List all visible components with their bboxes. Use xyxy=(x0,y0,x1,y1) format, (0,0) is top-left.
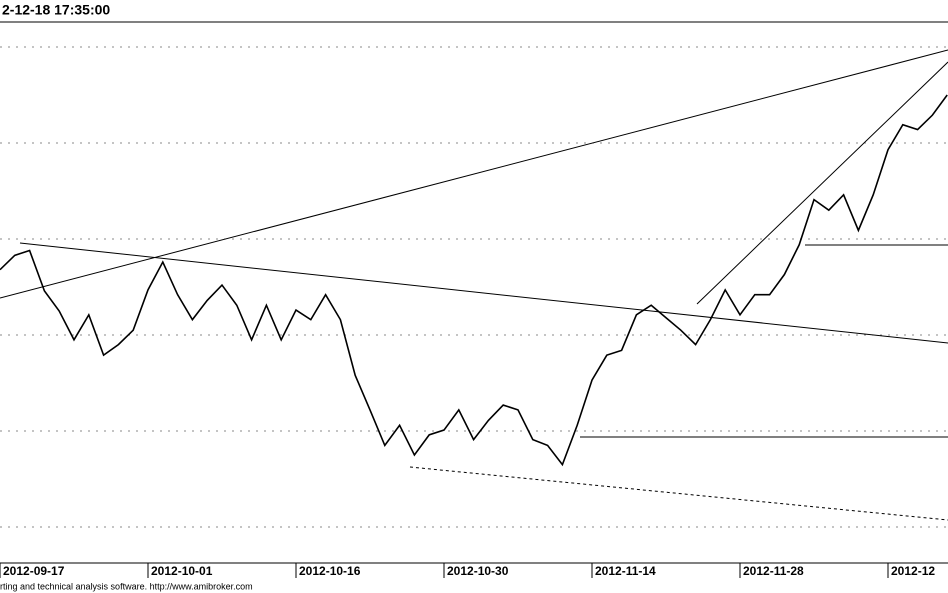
x-tick-label: 2012-12 xyxy=(891,564,935,578)
trendline xyxy=(0,49,948,299)
x-tick-label: 2012-10-30 xyxy=(447,564,509,578)
x-tick-label: 2012-11-28 xyxy=(743,564,804,578)
chart-title: 2-12-18 17:35:00 xyxy=(2,2,110,18)
footer: rting and technical analysis software. h… xyxy=(0,581,253,591)
x-tick-label: 2012-11-14 xyxy=(595,564,656,578)
trendlines xyxy=(0,49,948,521)
trendline xyxy=(696,61,948,305)
trendline xyxy=(409,466,948,521)
x-tick-label: 2012-10-16 xyxy=(299,564,361,578)
x-tick-label: 2012-10-01 xyxy=(151,564,213,578)
trendline xyxy=(19,242,948,344)
price-line xyxy=(0,94,948,467)
x-axis-labels: 2012-09-17 2012-10-01 2012-10-16 2012-10-30… xyxy=(0,563,935,578)
x-tick-label: 2012-09-17 xyxy=(3,564,65,578)
series xyxy=(0,94,948,467)
